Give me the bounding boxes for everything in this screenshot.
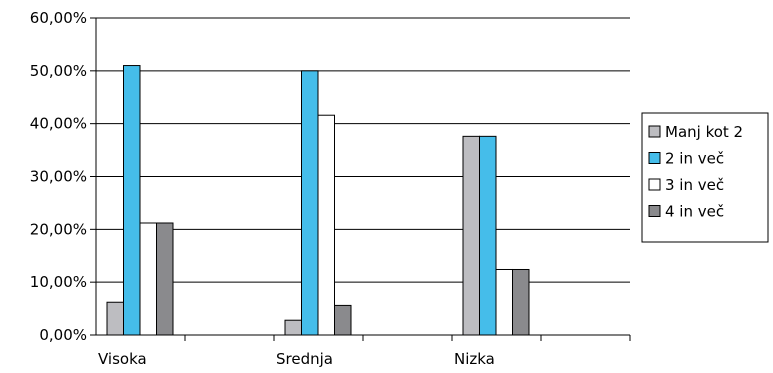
legend-label: 4 in več bbox=[665, 203, 724, 221]
x-category-label: Visoka bbox=[98, 350, 147, 368]
y-tick-label: 40,00% bbox=[30, 115, 87, 133]
legend-label: 3 in več bbox=[665, 176, 724, 194]
axes bbox=[90, 17, 631, 341]
x-category-labels: Visoka Srednja Nizka bbox=[98, 350, 495, 368]
bar-4-1 bbox=[156, 222, 174, 336]
bar-1-3 bbox=[462, 135, 480, 336]
legend: Manj kot 2 2 in več 3 in več 4 in več bbox=[641, 112, 769, 243]
bars bbox=[106, 65, 530, 336]
bar-4-2 bbox=[334, 304, 352, 336]
bar-2-2 bbox=[301, 70, 319, 336]
bar-3-2 bbox=[317, 114, 335, 336]
y-tick-label: 50,00% bbox=[30, 62, 87, 80]
bar-3-3 bbox=[495, 268, 513, 336]
x-category-label: Srednja bbox=[276, 350, 333, 368]
y-tick-labels: 0,00% 10,00% 20,00% 30,00% 40,00% 50,00% 60,00… bbox=[30, 9, 87, 344]
y-tick-label: 20,00% bbox=[30, 220, 87, 238]
bar-2-3 bbox=[479, 135, 497, 336]
gridlines bbox=[96, 17, 630, 283]
legend-swatch bbox=[648, 152, 661, 164]
y-tick-label: 60,00% bbox=[30, 9, 87, 27]
bar-1-2 bbox=[284, 319, 302, 336]
y-tick-label: 0,00% bbox=[39, 326, 87, 344]
y-tick-label: 30,00% bbox=[30, 168, 87, 186]
bar-4-3 bbox=[512, 268, 530, 336]
legend-label: Manj kot 2 bbox=[665, 123, 743, 141]
bar-3-1 bbox=[139, 222, 157, 336]
bar-2-1 bbox=[123, 65, 141, 336]
legend-swatch bbox=[648, 205, 661, 217]
y-tick-label: 10,00% bbox=[30, 273, 87, 291]
x-category-label: Nizka bbox=[454, 350, 495, 368]
legend-swatch bbox=[648, 125, 661, 138]
legend-swatch bbox=[648, 178, 661, 191]
legend-box bbox=[641, 112, 769, 243]
legend-label: 2 in več bbox=[665, 150, 724, 168]
bar-1-1 bbox=[106, 301, 124, 336]
